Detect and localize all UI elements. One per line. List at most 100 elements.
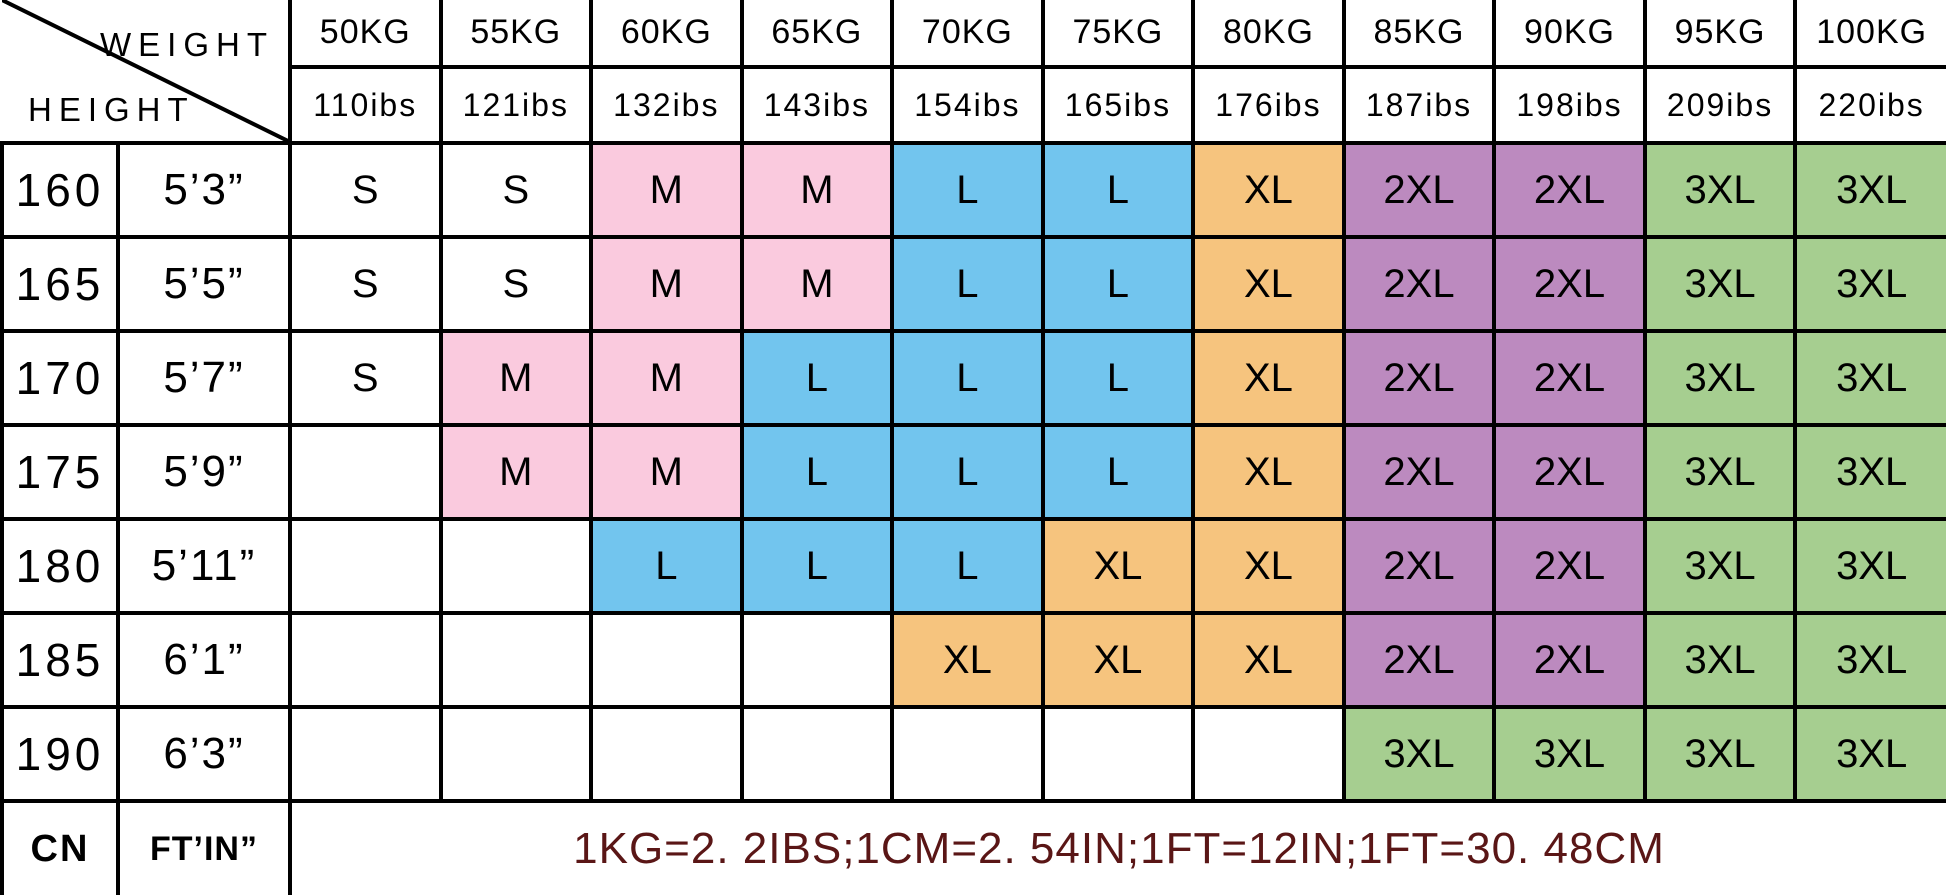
size-cell: XL bbox=[890, 611, 1045, 709]
size-cell: 3XL bbox=[1341, 705, 1497, 803]
height-cm-cell: 180 bbox=[0, 517, 120, 615]
size-cell: 3XL bbox=[1642, 611, 1798, 709]
size-cell: S bbox=[438, 235, 594, 333]
size-cell bbox=[288, 517, 443, 615]
size-cell bbox=[739, 611, 895, 709]
size-cell: L bbox=[1040, 141, 1196, 239]
table-row: 165 5’5” S S M M L L XL 2XL 2XL 3XL 3XL bbox=[0, 235, 1946, 333]
size-cell bbox=[589, 705, 744, 803]
size-cell: L bbox=[890, 235, 1045, 333]
size-cell: 3XL bbox=[1793, 705, 1946, 803]
size-cell: XL bbox=[1191, 423, 1346, 521]
size-cell: XL bbox=[1191, 517, 1346, 615]
weight-header-kg: 60KG bbox=[589, 0, 744, 69]
table-row: 175 5’9” M M L L L XL 2XL 2XL 3XL 3XL bbox=[0, 423, 1946, 521]
size-cell bbox=[890, 705, 1045, 803]
table-row: 160 5’3” S S M M L L XL 2XL 2XL 3XL 3XL bbox=[0, 141, 1946, 239]
corner-cell: WEIGHT HEIGHT bbox=[2, 0, 292, 145]
size-cell: 2XL bbox=[1341, 235, 1497, 333]
size-cell: L bbox=[890, 329, 1045, 427]
size-cell: L bbox=[739, 517, 895, 615]
size-cell bbox=[739, 705, 895, 803]
weight-header-kg: 70KG bbox=[890, 0, 1045, 69]
size-cell: 3XL bbox=[1492, 705, 1647, 803]
size-cell: L bbox=[589, 517, 744, 615]
size-cell: 2XL bbox=[1492, 141, 1647, 239]
size-cell: 2XL bbox=[1341, 329, 1497, 427]
size-cell: 3XL bbox=[1793, 329, 1946, 427]
size-cell: 2XL bbox=[1492, 517, 1647, 615]
size-cell: 2XL bbox=[1341, 517, 1497, 615]
size-cell: 2XL bbox=[1492, 235, 1647, 333]
size-cell: M bbox=[739, 141, 895, 239]
weight-axis-label: WEIGHT bbox=[100, 26, 274, 63]
weight-header-lbs: 198ibs bbox=[1492, 65, 1647, 145]
height-cm-cell: 190 bbox=[0, 705, 120, 803]
size-cell: L bbox=[739, 329, 895, 427]
weight-header-kg: 50KG bbox=[288, 0, 443, 69]
size-cell: 3XL bbox=[1793, 423, 1946, 521]
weight-header-kg: 95KG bbox=[1642, 0, 1798, 69]
size-cell: S bbox=[288, 141, 443, 239]
height-ft-cell: 5’7” bbox=[116, 329, 292, 427]
weight-header-lbs: 209ibs bbox=[1642, 65, 1798, 145]
size-cell: L bbox=[890, 517, 1045, 615]
size-cell: 3XL bbox=[1793, 611, 1946, 709]
size-cell: 2XL bbox=[1492, 329, 1647, 427]
size-cell: 2XL bbox=[1492, 423, 1647, 521]
size-cell bbox=[438, 517, 594, 615]
size-cell: M bbox=[589, 141, 744, 239]
size-cell: 3XL bbox=[1642, 235, 1798, 333]
size-cell: XL bbox=[1191, 611, 1346, 709]
size-cell: M bbox=[589, 235, 744, 333]
height-cm-cell: 170 bbox=[0, 329, 120, 427]
size-cell: L bbox=[890, 423, 1045, 521]
size-cell bbox=[288, 611, 443, 709]
size-cell: 3XL bbox=[1793, 235, 1946, 333]
size-cell: XL bbox=[1191, 235, 1346, 333]
diagonal-divider-line bbox=[2, 0, 288, 141]
weight-header-kg: 75KG bbox=[1040, 0, 1196, 69]
size-cell: 3XL bbox=[1793, 517, 1946, 615]
size-cell: 3XL bbox=[1642, 141, 1798, 239]
conversion-note: 1KG=2. 2IBS;1CM=2. 54IN;1FT=12IN;1FT=30.… bbox=[288, 799, 1946, 895]
size-cell bbox=[438, 705, 594, 803]
size-cell: 3XL bbox=[1642, 329, 1798, 427]
table-row: 190 6’3” 3XL 3XL 3XL 3XL bbox=[0, 705, 1946, 803]
weight-header-lbs: 220ibs bbox=[1793, 65, 1946, 145]
size-cell: XL bbox=[1191, 141, 1346, 239]
weight-header-lbs: 132ibs bbox=[589, 65, 744, 145]
size-cell: M bbox=[438, 423, 594, 521]
unit-cm-label: CN bbox=[0, 799, 120, 895]
size-cell: 2XL bbox=[1492, 611, 1647, 709]
weight-header-kg: 65KG bbox=[739, 0, 895, 69]
size-cell bbox=[1191, 705, 1346, 803]
footer-row: CN FT’IN” 1KG=2. 2IBS;1CM=2. 54IN;1FT=12… bbox=[0, 799, 1946, 895]
table-row: 180 5’11” L L L XL XL 2XL 2XL 3XL 3XL bbox=[0, 517, 1946, 615]
header-row-kg: WEIGHT HEIGHT 50KG 55KG 60KG 65KG 70KG 7… bbox=[2, 0, 1946, 145]
height-ft-cell: 5’9” bbox=[116, 423, 292, 521]
size-cell: L bbox=[890, 141, 1045, 239]
size-cell: L bbox=[1040, 423, 1196, 521]
height-cm-cell: 160 bbox=[0, 141, 120, 239]
weight-header-kg: 80KG bbox=[1191, 0, 1346, 69]
weight-header-kg: 100KG bbox=[1793, 0, 1946, 69]
weight-header-lbs: 187ibs bbox=[1341, 65, 1497, 145]
table-row: 170 5’7” S M M L L L XL 2XL 2XL 3XL 3XL bbox=[0, 329, 1946, 427]
weight-header-lbs: 110ibs bbox=[288, 65, 443, 145]
size-cell bbox=[589, 611, 744, 709]
weight-header-lbs: 154ibs bbox=[890, 65, 1045, 145]
size-cell: 2XL bbox=[1341, 611, 1497, 709]
size-cell: M bbox=[589, 423, 744, 521]
size-cell bbox=[438, 611, 594, 709]
size-cell: S bbox=[288, 235, 443, 333]
weight-header-kg: 90KG bbox=[1492, 0, 1647, 69]
size-cell: M bbox=[739, 235, 895, 333]
height-cm-cell: 185 bbox=[0, 611, 120, 709]
size-cell bbox=[288, 705, 443, 803]
height-ft-cell: 5’11” bbox=[116, 517, 292, 615]
size-cell: XL bbox=[1040, 611, 1196, 709]
weight-header-lbs: 121ibs bbox=[438, 65, 594, 145]
